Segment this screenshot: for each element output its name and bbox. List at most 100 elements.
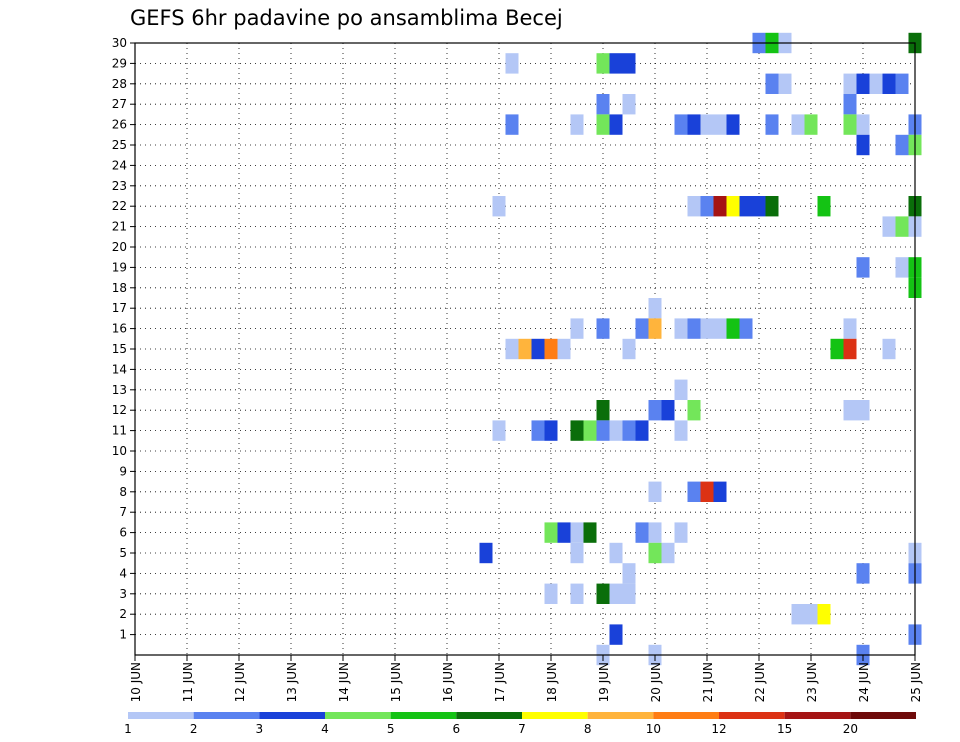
precip-cell <box>622 53 636 74</box>
precip-cell <box>648 481 662 502</box>
precip-cell <box>700 196 714 217</box>
precip-cell <box>687 196 701 217</box>
precip-cell <box>622 583 636 604</box>
x-tick-label: 21 JUN <box>701 662 715 702</box>
precip-cell <box>635 318 649 339</box>
y-tick-label: 27 <box>112 97 127 111</box>
legend-swatch <box>325 712 391 719</box>
precip-cell <box>596 53 610 74</box>
precip-cell <box>531 420 545 441</box>
precip-cell <box>804 604 818 625</box>
precip-cell <box>531 338 545 360</box>
x-tick-label: 22 JUN <box>753 662 767 702</box>
precip-cell <box>596 94 610 115</box>
precip-cell <box>817 196 831 217</box>
precip-cell <box>505 338 519 360</box>
precip-cell <box>518 338 532 360</box>
precip-cell <box>856 400 870 421</box>
y-tick-label: 1 <box>119 628 127 642</box>
precip-cell <box>726 318 740 339</box>
x-tick-label: 12 JUN <box>233 662 247 702</box>
y-tick-label: 11 <box>112 424 127 438</box>
precip-cell <box>544 522 558 543</box>
precip-cell <box>505 114 519 135</box>
y-tick-label: 29 <box>112 56 127 70</box>
precip-cell <box>674 379 688 400</box>
y-tick-label: 15 <box>112 342 127 356</box>
x-tick-label: 24 JUN <box>857 662 871 702</box>
legend-label: 10 <box>646 722 661 736</box>
legend-swatch <box>128 712 194 719</box>
y-tick-label: 17 <box>112 301 127 315</box>
legend-label: 4 <box>321 722 329 736</box>
precip-cell <box>609 583 623 604</box>
precip-cell <box>505 53 519 74</box>
x-tick-label: 20 JUN <box>649 662 663 702</box>
precip-cell <box>856 114 870 135</box>
precip-cell <box>791 604 805 625</box>
precip-cell <box>622 420 636 441</box>
y-tick-label: 2 <box>119 607 127 621</box>
x-tick-label: 19 JUN <box>597 662 611 702</box>
precip-cell <box>765 196 779 217</box>
y-tick-label: 21 <box>112 220 127 234</box>
y-tick-label: 22 <box>112 199 127 213</box>
precip-cell <box>882 216 896 237</box>
y-tick-label: 18 <box>112 281 127 295</box>
legend-swatch <box>784 712 851 719</box>
y-tick-label: 4 <box>119 566 127 580</box>
x-tick-label: 11 JUN <box>181 662 195 702</box>
precip-cell <box>830 338 844 360</box>
precip-cell <box>544 420 558 441</box>
precip-cell <box>700 318 714 339</box>
precip-cell <box>583 420 597 441</box>
precip-cell <box>765 73 779 94</box>
precip-cell <box>739 196 753 217</box>
legend-swatch <box>719 712 785 719</box>
precip-cell <box>869 73 883 94</box>
legend-swatch <box>587 712 654 719</box>
precip-cell <box>596 114 610 135</box>
precip-cell <box>752 196 766 217</box>
precip-cell <box>843 94 857 115</box>
precip-cell <box>492 196 506 217</box>
precip-cell <box>596 318 610 339</box>
precip-cell <box>674 114 688 135</box>
legend-label: 2 <box>190 722 198 736</box>
precip-cell <box>687 318 701 339</box>
precip-cell <box>622 338 636 360</box>
y-tick-label: 23 <box>112 179 127 193</box>
legend-swatch <box>850 712 916 719</box>
y-tick-label: 19 <box>112 260 127 274</box>
precip-cell <box>726 114 740 135</box>
precip-cell <box>856 563 870 584</box>
precip-cell <box>674 318 688 339</box>
precip-cell <box>609 420 623 441</box>
precip-cell <box>570 522 584 543</box>
precip-cell <box>609 114 623 135</box>
precip-cell <box>622 563 636 584</box>
x-tick-label: 13 JUN <box>285 662 299 702</box>
precip-cell <box>700 114 714 135</box>
y-tick-label: 24 <box>112 158 127 172</box>
legend-swatch <box>653 712 719 719</box>
precip-cell <box>596 420 610 441</box>
precip-cell <box>804 114 818 135</box>
precip-cell <box>843 114 857 135</box>
precip-cell <box>765 114 779 135</box>
precip-cell <box>856 134 870 156</box>
y-tick-label: 6 <box>119 526 127 540</box>
precip-cell <box>713 481 727 502</box>
y-tick-label: 8 <box>119 485 127 499</box>
legend-swatch <box>193 712 260 719</box>
precip-cell <box>492 420 506 441</box>
precip-cell <box>635 522 649 543</box>
y-tick-label: 12 <box>112 403 127 417</box>
precip-cell <box>778 73 792 94</box>
precip-cell <box>895 257 909 278</box>
legend-swatch <box>456 712 522 719</box>
precip-cell <box>570 318 584 339</box>
precip-cell <box>843 318 857 339</box>
precip-cell <box>609 542 623 564</box>
legend-label: 8 <box>584 722 592 736</box>
